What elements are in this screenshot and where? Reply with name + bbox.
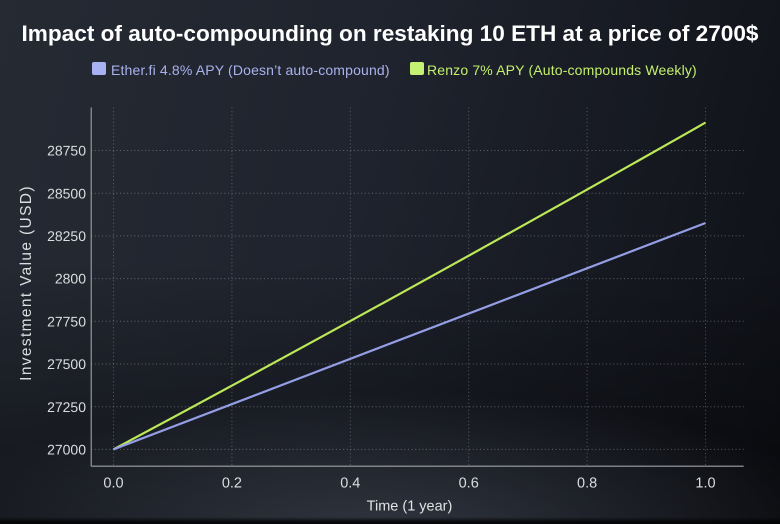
svg-text:27000: 27000 [47, 442, 86, 458]
svg-text:2800: 2800 [55, 271, 86, 287]
svg-text:0.8: 0.8 [577, 475, 597, 491]
svg-text:1.0: 1.0 [695, 475, 715, 491]
svg-text:0.6: 0.6 [459, 475, 479, 491]
svg-text:27750: 27750 [47, 313, 86, 329]
svg-text:0.4: 0.4 [340, 475, 360, 491]
svg-text:28250: 28250 [47, 228, 86, 244]
svg-text:0.2: 0.2 [222, 475, 242, 491]
svg-text:Time (1 year): Time (1 year) [367, 499, 453, 515]
svg-text:27250: 27250 [47, 399, 86, 415]
svg-text:27500: 27500 [47, 356, 86, 372]
svg-text:28750: 28750 [47, 143, 86, 159]
svg-text:0.0: 0.0 [103, 475, 123, 491]
svg-text:28500: 28500 [47, 185, 86, 201]
